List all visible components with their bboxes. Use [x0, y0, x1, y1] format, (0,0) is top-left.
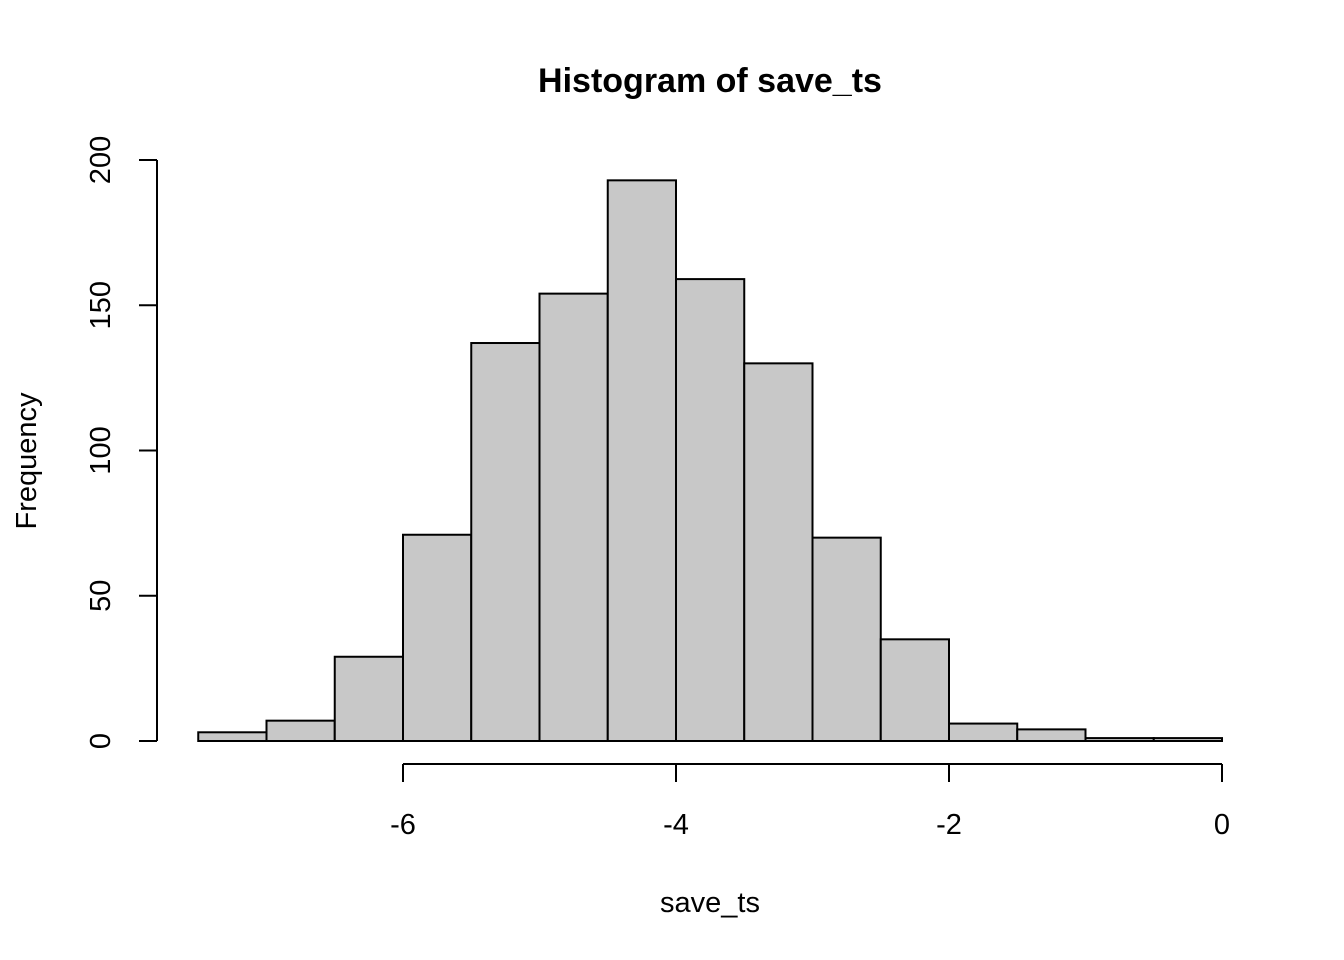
x-tick-label: -2 [936, 809, 962, 841]
histogram-bar [265, 719, 336, 742]
x-axis: -6 -4 -2 0 [390, 763, 1230, 841]
x-tick-label: -4 [663, 809, 689, 841]
chart-title: Histogram of save_ts [538, 62, 882, 100]
histogram-bar [606, 179, 677, 742]
histogram-bar [948, 722, 1019, 743]
y-tick-label: 0 [85, 733, 117, 749]
histogram-bar [811, 536, 882, 743]
y-tick-label: 100 [85, 426, 117, 474]
x-tick-label: -6 [390, 809, 416, 841]
histogram-bar [470, 342, 541, 742]
histogram-bar [1084, 737, 1155, 742]
x-tick-label: 0 [1214, 809, 1230, 841]
y-axis: 0 50 100 150 200 [85, 136, 158, 749]
x-axis-label: save_ts [660, 887, 760, 919]
y-tick-label: 200 [85, 136, 117, 184]
histogram-bar [538, 292, 609, 742]
histogram-bar [743, 362, 814, 742]
histogram-bar [675, 278, 746, 742]
histogram-bar [879, 638, 950, 743]
y-tick-label: 150 [85, 281, 117, 329]
y-tick-label: 50 [85, 580, 117, 612]
bars-group [197, 179, 1223, 743]
y-axis-label: Frequency [11, 392, 43, 530]
histogram-bar [197, 731, 268, 742]
histogram-bar [1016, 728, 1087, 743]
histogram-bar [402, 533, 473, 742]
histogram-bar [1152, 737, 1223, 742]
histogram-bar [333, 655, 404, 743]
